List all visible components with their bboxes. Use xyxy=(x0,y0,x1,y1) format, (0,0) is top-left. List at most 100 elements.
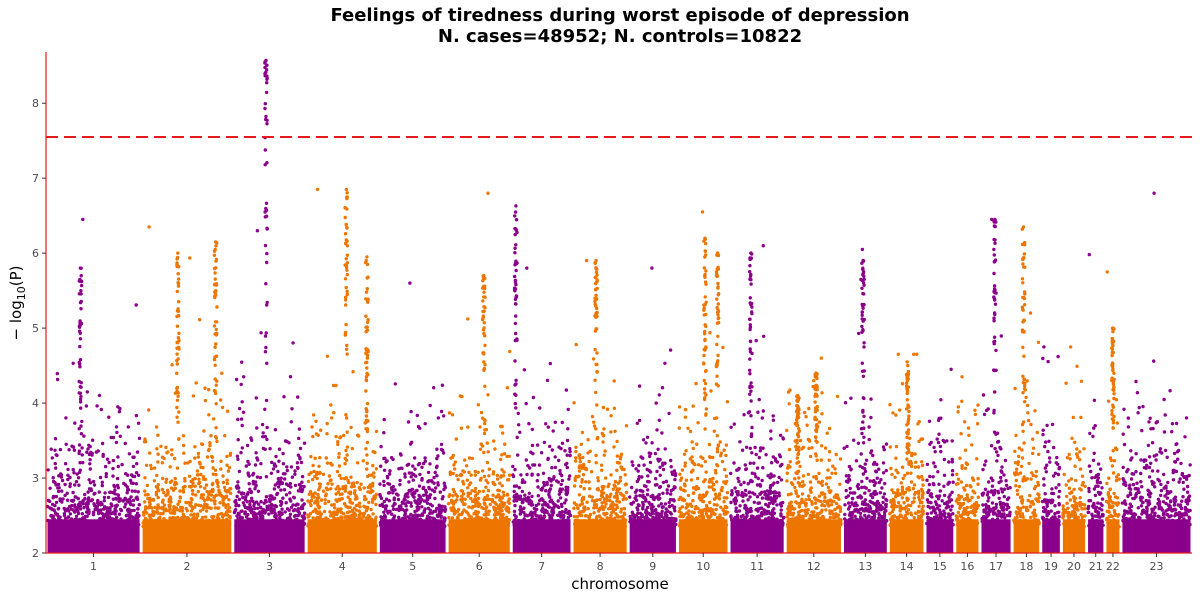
snp-point xyxy=(615,494,619,498)
snp-point xyxy=(579,514,584,518)
snp-point xyxy=(605,493,609,498)
snp-point xyxy=(259,524,263,528)
snp-point xyxy=(426,470,431,475)
snp-point xyxy=(254,484,258,488)
snp-point xyxy=(345,225,349,230)
snp-point xyxy=(311,434,315,439)
snp-point xyxy=(212,283,217,287)
snp-point xyxy=(403,517,408,521)
snp-point xyxy=(250,496,254,500)
snp-point xyxy=(737,509,742,513)
snp-point xyxy=(511,464,515,469)
snp-point xyxy=(124,502,128,506)
snp-point xyxy=(215,379,219,383)
snp-point xyxy=(364,290,369,294)
snp-point xyxy=(91,512,96,517)
snp-point xyxy=(595,370,599,374)
snp-point xyxy=(750,471,754,475)
snp-point xyxy=(354,517,359,522)
snp-point xyxy=(586,438,590,442)
snp-point xyxy=(668,348,673,352)
snp-point xyxy=(129,502,133,507)
snp-point xyxy=(555,520,560,524)
snp-point xyxy=(225,463,229,467)
snp-point xyxy=(96,498,100,503)
snp-point xyxy=(768,485,773,490)
snp-point xyxy=(860,485,864,490)
snp-point xyxy=(693,507,697,511)
snp-point xyxy=(828,515,833,520)
snp-point xyxy=(265,226,269,230)
snp-point xyxy=(589,470,594,474)
snp-point xyxy=(525,514,530,518)
snp-point xyxy=(660,509,664,513)
snp-point xyxy=(216,506,220,510)
snp-point xyxy=(73,505,77,509)
snp-point xyxy=(465,478,470,482)
snp-point xyxy=(251,521,255,525)
snp-point xyxy=(122,481,126,486)
snp-point xyxy=(78,337,83,341)
snp-point xyxy=(371,481,375,485)
snp-point xyxy=(691,446,695,451)
snp-point xyxy=(208,443,212,448)
snp-point xyxy=(417,493,421,498)
snp-point xyxy=(175,257,179,261)
snp-point xyxy=(639,514,644,519)
snp-point xyxy=(817,494,822,498)
snp-point xyxy=(785,515,789,519)
snp-point xyxy=(344,303,348,307)
snp-point xyxy=(343,456,347,461)
snp-point xyxy=(719,451,723,455)
snp-point xyxy=(750,425,754,430)
snp-point xyxy=(714,507,718,512)
snp-point xyxy=(603,449,607,453)
snp-point xyxy=(729,500,733,505)
snp-point xyxy=(317,506,321,510)
snp-point xyxy=(450,455,455,460)
snp-point xyxy=(535,479,539,483)
snp-point xyxy=(271,518,275,523)
snp-point xyxy=(225,454,229,459)
snp-point xyxy=(514,218,519,222)
snp-point xyxy=(456,516,460,521)
snp-point xyxy=(387,491,392,495)
snp-point xyxy=(212,357,217,362)
snp-point xyxy=(365,360,369,364)
snp-point xyxy=(145,511,149,515)
snp-point xyxy=(212,266,217,271)
snp-point xyxy=(749,251,753,255)
snp-point xyxy=(622,511,627,515)
snp-point xyxy=(847,474,851,478)
snp-point xyxy=(318,456,322,460)
snp-point xyxy=(201,475,206,479)
snp-point xyxy=(73,510,77,514)
snp-point xyxy=(536,473,540,477)
snp-point xyxy=(513,359,517,363)
snp-point xyxy=(716,309,721,314)
snp-point xyxy=(405,508,409,512)
snp-point xyxy=(62,512,67,516)
snp-point xyxy=(290,475,295,479)
snp-point xyxy=(468,524,472,529)
snp-point xyxy=(577,469,582,473)
snp-point xyxy=(350,446,354,451)
snp-point xyxy=(202,519,207,523)
snp-point xyxy=(265,63,269,67)
snp-point xyxy=(513,274,517,279)
snp-point xyxy=(775,517,779,521)
snp-point xyxy=(96,449,100,453)
snp-point xyxy=(755,483,760,487)
snp-point xyxy=(708,331,712,335)
snp-point xyxy=(435,456,439,461)
snp-point xyxy=(804,513,808,518)
snp-point xyxy=(826,485,831,490)
snp-point xyxy=(593,519,597,523)
snp-point xyxy=(748,264,752,268)
snp-point xyxy=(593,299,597,304)
snp-point xyxy=(644,441,648,445)
snp-point xyxy=(820,444,824,448)
snp-point xyxy=(460,511,465,515)
snp-point xyxy=(453,460,457,464)
snp-point xyxy=(513,524,517,529)
